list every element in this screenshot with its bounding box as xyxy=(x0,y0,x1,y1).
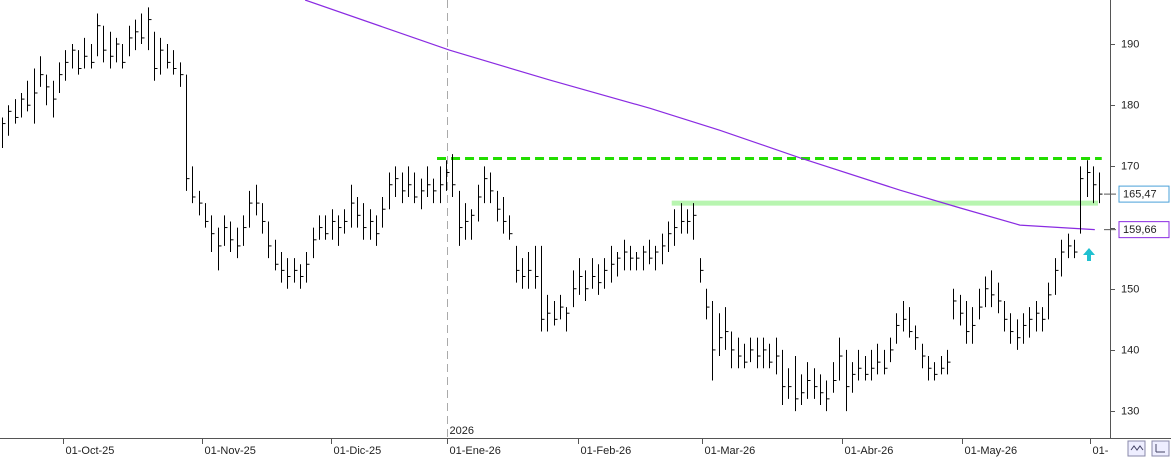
last-price-label: 165,47 xyxy=(1123,189,1157,201)
x-tick-label: 01-Mar-26 xyxy=(705,445,756,457)
x-tick-label: 01-May-26 xyxy=(965,445,1018,457)
moving-average xyxy=(304,0,1095,231)
x-tick-label: 01-Feb-26 xyxy=(581,445,632,457)
x-tick-label: 01-Ene-26 xyxy=(450,445,501,457)
x-tick-label: 01-Oct-25 xyxy=(66,445,115,457)
zoom-icon xyxy=(1130,445,1144,451)
y-tick-label: 180 xyxy=(1121,99,1139,111)
y-tick-label: 170 xyxy=(1121,160,1139,172)
signal-arrow xyxy=(1083,248,1095,261)
x-tick-label: 01-Dic-25 xyxy=(334,445,382,457)
ma-value-label: 159,66 xyxy=(1123,224,1157,236)
year-label: 2026 xyxy=(450,425,474,437)
y-tick-label: 140 xyxy=(1121,344,1139,356)
y-tick-label: 150 xyxy=(1121,283,1139,295)
x-tick-label: 01- xyxy=(1093,445,1109,457)
y-tick-label: 190 xyxy=(1121,38,1139,50)
settings-button[interactable] xyxy=(1151,440,1170,457)
ma-value-box xyxy=(1118,221,1170,239)
x-tick-label: 01-Nov-25 xyxy=(205,445,256,457)
last-price-box xyxy=(1118,185,1170,203)
x-tick-label: 01-Abr-26 xyxy=(845,445,894,457)
y-tick-label: 130 xyxy=(1121,405,1139,417)
settings-icon xyxy=(1155,444,1165,453)
